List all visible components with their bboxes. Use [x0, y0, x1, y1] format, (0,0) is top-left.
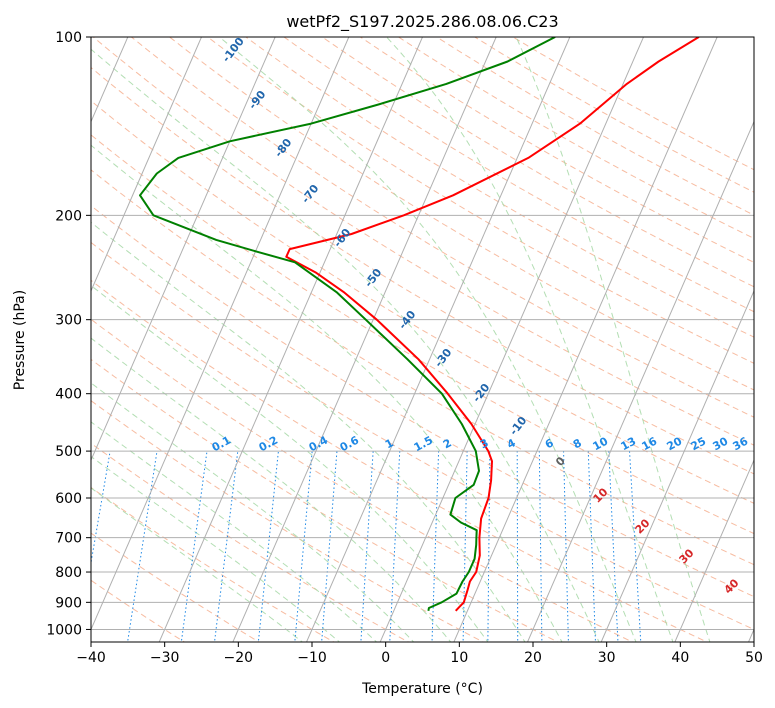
mixing-ratio-line	[294, 451, 313, 642]
chart-title: wetPf2_S197.2025.286.08.06.C23	[286, 12, 558, 32]
mixing-ratio-line	[487, 451, 491, 642]
isotherm-gridline	[600, 289, 754, 642]
isotherm-grid	[91, 37, 754, 642]
mixing-ratio-line	[214, 451, 239, 642]
x-tick-label: 20	[524, 650, 542, 666]
mixing-ratio-line	[431, 451, 440, 642]
x-tick-label: 30	[598, 650, 616, 666]
mixing-ratio-line	[587, 451, 596, 642]
y-tick-label: 400	[55, 387, 82, 403]
x-tick-label: 0	[381, 650, 390, 666]
y-tick-label: 100	[55, 30, 82, 46]
mixing-ratio-line	[389, 451, 401, 642]
mixing-ratio-label: 30	[711, 434, 731, 453]
isotherm-gridline	[232, 37, 497, 642]
moist-adiabat-line	[91, 487, 304, 642]
mixing-ratio-label: 36	[731, 434, 751, 453]
y-tick-label: 900	[55, 595, 82, 611]
mixing-ratio-label: 10	[591, 434, 611, 453]
mixing-ratio-line	[538, 451, 543, 642]
mixing-ratio-label: 25	[689, 435, 709, 454]
isotherm-gridline	[91, 37, 276, 462]
y-tick-label: 700	[55, 531, 82, 547]
isotherm-gridline	[306, 37, 571, 642]
y-tick-label: 300	[55, 313, 82, 329]
isotherm-gridline	[674, 458, 754, 642]
mixing-ratio-line	[321, 451, 338, 642]
x-tick-label: −40	[76, 650, 106, 666]
y-tick-label: 1000	[46, 622, 82, 638]
x-axis-ticks: −40 −30 −20 −10 0 10 20 30 40 50	[76, 642, 763, 666]
x-tick-label: −30	[150, 650, 180, 666]
mixing-ratio-line	[608, 451, 619, 642]
dry-adiabat-line	[91, 279, 709, 642]
isotherm-gridline	[453, 37, 718, 642]
temperature-profile-line	[285, 37, 700, 612]
dry-adiabat-line	[91, 318, 634, 642]
dry-adiabat-line	[91, 442, 410, 642]
isotherm-gridline	[158, 37, 423, 642]
isotherm-gridline	[527, 120, 754, 642]
isotherm-gridline	[91, 37, 350, 631]
dry-adiabat-line	[91, 205, 754, 598]
mixing-ratio-line	[257, 451, 279, 642]
dewpoint-profile-line	[139, 37, 556, 611]
dry-adiabat-line	[91, 100, 754, 504]
mixing-ratio-line	[462, 451, 468, 642]
dry-adiabat-line	[91, 66, 754, 475]
mixing-ratio-label: 16	[640, 434, 660, 453]
y-tick-label: 500	[55, 444, 82, 460]
x-tick-label: −20	[224, 650, 254, 666]
dry-adiabat-line	[91, 134, 754, 535]
isobar-grid	[91, 37, 754, 630]
dry-adiabats	[91, 37, 754, 642]
profile-series	[139, 37, 700, 612]
y-tick-label: 200	[55, 208, 82, 224]
mixing-ratio-label: 13	[619, 435, 639, 454]
x-tick-label: 10	[450, 650, 468, 666]
dry-adiabat-line	[91, 241, 754, 630]
mixing-ratio-line	[360, 451, 374, 642]
y-tick-label: 600	[55, 491, 82, 507]
y-tick-label: 800	[55, 565, 82, 581]
mixing-ratio-label: 20	[665, 434, 685, 453]
dry-adiabat-line	[92, 37, 754, 446]
x-tick-label: 40	[671, 650, 689, 666]
plot-frame	[90, 36, 755, 643]
isotherm-gridline	[91, 37, 202, 293]
dry-adiabat-line	[91, 358, 559, 642]
mixing-ratio-line	[127, 451, 158, 642]
moist-adiabat-line	[91, 337, 452, 642]
mixing-ratio-line	[563, 451, 569, 642]
y-axis-ticks: 100 200 300 400 500 600 700 800 900 1000	[46, 30, 91, 638]
isotherm-gridline	[379, 37, 644, 642]
moist-adiabat-line	[91, 48, 600, 642]
y-axis-label: Pressure (hPa)	[12, 290, 28, 390]
mixing-ratio-line	[629, 451, 642, 642]
mixing-ratio-line	[180, 451, 208, 642]
mixing-ratio-lines	[91, 451, 642, 642]
mixing-ratio-line	[516, 451, 519, 642]
x-axis-label: Temperature (°C)	[361, 681, 483, 697]
x-tick-label: 50	[745, 650, 763, 666]
x-tick-label: −10	[297, 650, 327, 666]
dry-adiabat-line	[91, 486, 335, 642]
plot-area: -100-90-80-70-60-50-40-30-20-100.1 0.2 0.4…	[91, 37, 754, 642]
dry-adiabat-line	[91, 169, 754, 566]
